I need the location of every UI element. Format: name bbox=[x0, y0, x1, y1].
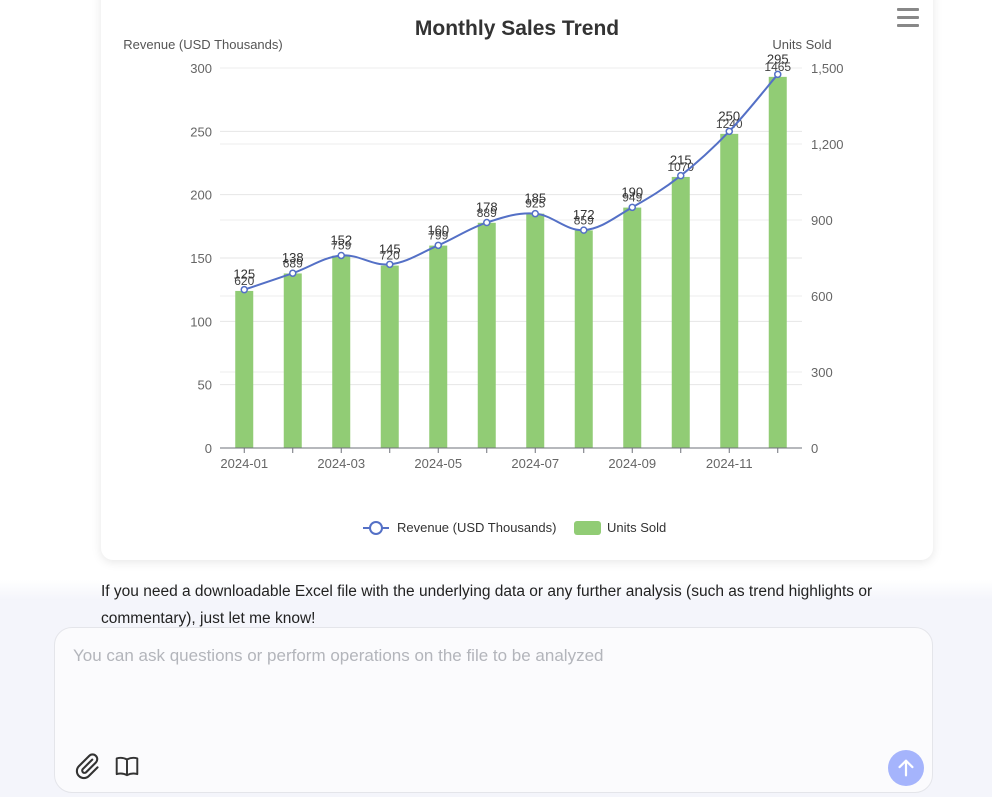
y-left-tick-label: 50 bbox=[198, 378, 212, 393]
chat-input-box bbox=[54, 627, 933, 793]
bar-units-sold bbox=[623, 207, 642, 448]
x-tick-label: 2024-07 bbox=[511, 456, 559, 471]
legend-label-units-sold: Units Sold bbox=[607, 520, 666, 535]
chat-input[interactable] bbox=[73, 646, 903, 736]
line-data-label: 190 bbox=[621, 184, 643, 199]
line-data-label: 250 bbox=[718, 108, 740, 123]
line-data-label: 172 bbox=[573, 207, 595, 222]
x-tick-label: 2024-11 bbox=[706, 456, 753, 471]
legend-item-units-sold[interactable]: Units Sold bbox=[574, 520, 666, 535]
grid-lines bbox=[220, 67, 802, 449]
line-data-label: 185 bbox=[524, 191, 546, 206]
chart-title: Monthly Sales Trend bbox=[415, 17, 619, 40]
line-data-label: 152 bbox=[330, 232, 352, 247]
line-point-revenue bbox=[483, 218, 491, 227]
line-point-revenue bbox=[289, 269, 297, 277]
y-right-tick-label: 300 bbox=[811, 365, 833, 380]
x-tick-label: 2024-03 bbox=[317, 456, 365, 471]
line-data-label: 215 bbox=[670, 153, 692, 168]
x-tick-label: 2024-05 bbox=[414, 456, 462, 471]
y-right-tick-label: 900 bbox=[811, 213, 833, 228]
y-right-axis-label: Units Sold bbox=[772, 37, 831, 52]
chart: Monthly Sales Trend Revenue (USD Thousan… bbox=[123, 17, 844, 535]
bar-data-label: 859 bbox=[574, 213, 594, 227]
bar-units-sold bbox=[477, 222, 496, 448]
y-left-tick-label: 200 bbox=[190, 188, 212, 203]
bar-units-sold bbox=[332, 255, 351, 448]
bar-data-label: 620 bbox=[234, 274, 254, 288]
bar-units-sold bbox=[768, 76, 787, 448]
y-right-tick-label: 0 bbox=[811, 441, 818, 456]
bar-units-sold bbox=[429, 245, 448, 448]
line-point-revenue bbox=[725, 127, 733, 136]
legend-item-revenue[interactable]: Revenue (USD Thousands) bbox=[363, 520, 556, 535]
line-data-label: 145 bbox=[379, 241, 401, 256]
book-button[interactable] bbox=[112, 751, 142, 781]
x-tick-label: 2024-09 bbox=[608, 456, 656, 471]
bar-data-label: 925 bbox=[525, 197, 545, 211]
send-button[interactable] bbox=[888, 750, 924, 786]
line-data-label: 125 bbox=[233, 267, 255, 282]
line-point-revenue bbox=[628, 203, 636, 212]
x-tick-label: 2024-01 bbox=[220, 456, 268, 471]
line-point-revenue bbox=[677, 171, 685, 180]
y-right-tick-label: 1,500 bbox=[811, 61, 844, 76]
line-point-revenue bbox=[580, 226, 588, 234]
line-data-label: 160 bbox=[427, 222, 449, 237]
bar-units-sold bbox=[526, 213, 545, 448]
y-left-tick-label: 100 bbox=[190, 314, 212, 329]
bar-data-label: 799 bbox=[428, 229, 448, 243]
chart-card bbox=[101, 0, 933, 560]
bar-units-sold bbox=[235, 290, 254, 448]
line-data-label: 138 bbox=[282, 250, 304, 265]
bars-group bbox=[235, 76, 787, 448]
assistant-message: If you need a downloadable Excel file wi… bbox=[101, 583, 873, 627]
axes-group: 0 50 100 150 200 250 300 0 300 600 900 1,200 1,500 20… bbox=[190, 61, 843, 471]
y-left-tick-label: 250 bbox=[190, 124, 212, 139]
line-point-revenue bbox=[337, 251, 345, 260]
bar-units-sold bbox=[720, 133, 739, 448]
line-series-group: 125 138 152 145 160 178 185 172 190 215 250 295 bbox=[233, 51, 789, 294]
bar-data-label: 689 bbox=[283, 256, 303, 270]
line-data-label: 295 bbox=[767, 51, 789, 66]
line-point-revenue bbox=[434, 241, 442, 250]
bar-data-label: 720 bbox=[380, 249, 400, 263]
legend-label-revenue: Revenue (USD Thousands) bbox=[397, 520, 556, 535]
line-point-revenue bbox=[386, 260, 394, 269]
bar-units-sold bbox=[574, 230, 593, 448]
bar-data-label: 1465 bbox=[764, 60, 791, 74]
line-data-label: 178 bbox=[476, 200, 498, 215]
bar-data-label: 1240 bbox=[716, 117, 743, 131]
arrow-up-icon bbox=[898, 759, 914, 777]
y-left-tick-label: 300 bbox=[190, 61, 212, 76]
y-right-tick-label: 1,200 bbox=[811, 137, 844, 152]
hamburger-menu-icon[interactable] bbox=[897, 8, 921, 30]
line-point-revenue bbox=[531, 209, 539, 218]
bar-data-label: 949 bbox=[622, 191, 642, 205]
bar-data-label: 889 bbox=[477, 206, 497, 220]
book-icon bbox=[115, 756, 139, 777]
bar-units-sold bbox=[283, 273, 302, 448]
y-right-tick-label: 600 bbox=[811, 289, 833, 304]
bar-units-sold bbox=[671, 176, 690, 448]
line-revenue bbox=[243, 73, 779, 291]
bar-data-label: 759 bbox=[331, 239, 351, 253]
line-point-revenue bbox=[774, 70, 782, 79]
line-point-revenue bbox=[240, 285, 248, 294]
y-left-axis-label: Revenue (USD Thousands) bbox=[123, 37, 282, 52]
bar-units-sold bbox=[380, 265, 399, 448]
attach-button[interactable] bbox=[72, 751, 102, 781]
y-left-tick-label: 0 bbox=[205, 441, 212, 456]
y-left-tick-label: 150 bbox=[190, 251, 212, 266]
paperclip-icon bbox=[75, 753, 99, 780]
legend[interactable]: Revenue (USD Thousands) Units Sold bbox=[363, 520, 666, 535]
